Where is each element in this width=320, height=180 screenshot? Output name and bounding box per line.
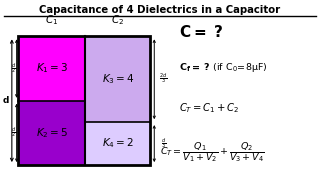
Text: $C_T = C_1 + C_2$: $C_T = C_1 + C_2$ — [179, 101, 240, 114]
Text: $C_1$: $C_1$ — [45, 14, 58, 28]
Bar — [18, 36, 150, 165]
Text: $C_T = \dfrac{Q_1}{V_1+V_2} + \dfrac{Q_2}{V_3+V_4}$: $C_T = \dfrac{Q_1}{V_1+V_2} + \dfrac{Q_2… — [160, 140, 265, 164]
Bar — [85, 122, 150, 165]
Text: $\frac{d}{2}$: $\frac{d}{2}$ — [11, 62, 16, 76]
Text: $\frac{d}{3}$: $\frac{d}{3}$ — [161, 136, 166, 151]
Text: $\frac{d}{2}$: $\frac{d}{2}$ — [11, 126, 16, 140]
Text: $K_3=4$: $K_3=4$ — [101, 72, 134, 86]
Text: $K_1=3$: $K_1=3$ — [36, 62, 68, 75]
Bar — [18, 36, 85, 101]
Bar — [85, 36, 150, 122]
Text: Capacitance of 4 Dielectrics in a Capacitor: Capacitance of 4 Dielectrics in a Capaci… — [39, 5, 281, 15]
Text: $\frac{2d}{3}$: $\frac{2d}{3}$ — [159, 72, 167, 86]
Text: $K_2=5$: $K_2=5$ — [36, 126, 68, 140]
Text: $K_4=2$: $K_4=2$ — [102, 137, 134, 150]
Text: $C_2$: $C_2$ — [111, 14, 124, 28]
Bar — [18, 101, 85, 165]
Text: d: d — [3, 96, 9, 105]
Text: $\mathbf{C_f = \ ?}$$\rm{\ (if\ C_0\!=\!8\mu F)}$: $\mathbf{C_f = \ ?}$$\rm{\ (if\ C_0\!=\!… — [179, 61, 268, 74]
Text: $\mathbf{C = \ ?}$: $\mathbf{C = \ ?}$ — [179, 24, 224, 40]
